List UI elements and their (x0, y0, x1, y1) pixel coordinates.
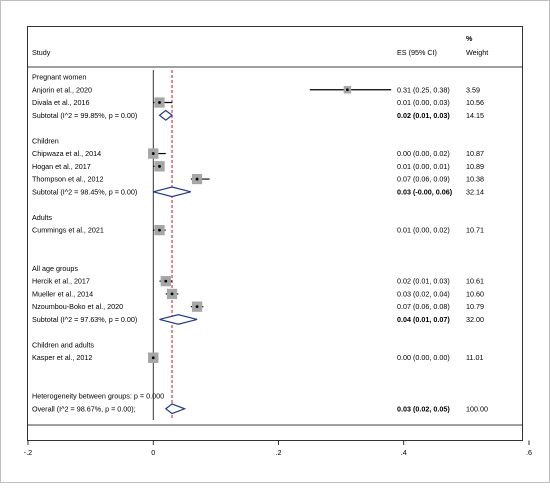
effect-size-text: 0.02 (0.01, 0.03) (397, 111, 450, 120)
study-label: Thompson et al., 2012 (32, 175, 104, 184)
point-estimate (158, 101, 161, 104)
subtotal-label: Subtotal (I^2 = 98.45%, p = 0.00) (32, 187, 137, 196)
weight-text: 32.00 (466, 315, 484, 324)
forest-rows: Pregnant women Anjorin et al., 2020 0.31 (… (32, 73, 488, 415)
effect-size-text: 0.01 (0.00, 0.03) (397, 98, 450, 107)
group-label: Pregnant women (32, 73, 86, 82)
plot-frame (27, 26, 523, 441)
study-label: Hogan et al., 2017 (32, 162, 91, 171)
effect-size-text: 0.00 (0.00, 0.02) (397, 149, 450, 158)
effect-size-text: 0.07 (0.06, 0.08) (397, 302, 450, 311)
weight-text: 10.79 (466, 302, 484, 311)
weight-text: 14.15 (466, 111, 484, 120)
header-weight: Weight (466, 48, 488, 57)
note-label: Heterogeneity between groups: p = 0.000 (32, 392, 164, 401)
study-label: Nzoumbou-Boko et al., 2020 (32, 302, 123, 311)
effect-size-text: 0.00 (0.00, 0.00) (397, 353, 450, 362)
header-weight-pct: % (466, 34, 473, 43)
point-estimate (195, 305, 199, 309)
point-estimate (151, 356, 155, 360)
effect-size-text: 0.03 (0.02, 0.05) (397, 404, 450, 413)
study-label: Divala et al., 2016 (32, 98, 90, 107)
pooled-diamond (153, 186, 191, 198)
pooled-diamond (158, 109, 174, 121)
effect-size-text: 0.01 (0.00, 0.01) (397, 162, 450, 171)
pooled-diamond (159, 314, 198, 325)
group-label: Children (32, 136, 59, 145)
study-label: Cummings et al., 2021 (32, 226, 104, 235)
weight-text: 10.38 (466, 175, 484, 184)
point-estimate (164, 279, 168, 283)
x-axis: -.2 0 .2 .4 .6 (24, 440, 532, 457)
study-label: Anjorin et al., 2020 (32, 85, 92, 94)
point-estimate (158, 228, 161, 232)
effect-size-text: 0.31 (0.25, 0.38) (397, 85, 450, 94)
point-estimate (151, 152, 155, 155)
group-label: Children and adults (32, 340, 94, 349)
study-label: Kasper et al., 2012 (32, 353, 92, 362)
effect-size-text: 0.02 (0.01, 0.03) (397, 277, 450, 286)
study-label: Hercik et al., 2017 (32, 277, 90, 286)
weight-text: 10.60 (466, 289, 484, 298)
weight-text: 10.87 (466, 149, 484, 158)
point-estimate (170, 292, 174, 296)
group-label: Adults (32, 213, 52, 222)
overall-label: Overall (I^2 = 98.67%, p = 0.00); (32, 404, 136, 413)
effect-size-text: 0.04 (0.01, 0.07) (397, 315, 450, 324)
effect-size-text: 0.03 (0.02, 0.04) (397, 289, 450, 298)
point-estimate (345, 88, 349, 92)
weight-text: 3.59 (466, 85, 480, 94)
point-estimate (195, 177, 199, 181)
weight-text: 100.00 (466, 404, 488, 413)
subtotal-label: Subtotal (I^2 = 99.85%, p = 0.00) (32, 111, 137, 120)
study-label: Mueller et al., 2014 (32, 289, 93, 298)
weight-text: 32.14 (466, 187, 484, 196)
header-study: Study (32, 48, 51, 57)
subtotal-label: Subtotal (I^2 = 97.63%, p = 0.00) (32, 315, 137, 324)
group-label: All age groups (32, 264, 78, 273)
header-es: ES (95% CI) (397, 48, 437, 57)
weight-text: 10.89 (466, 162, 484, 171)
effect-size-text: 0.07 (0.06, 0.09) (397, 175, 450, 184)
study-label: Chipwaza et al., 2014 (32, 149, 101, 158)
x-tick-label: .6 (526, 448, 532, 457)
point-estimate (158, 164, 161, 168)
effect-size-text: 0.03 (-0.00, 0.06) (397, 187, 453, 196)
x-tick-label: .4 (401, 448, 407, 457)
effect-size-text: 0.01 (0.00, 0.02) (397, 226, 450, 235)
x-tick-label: 0 (151, 448, 155, 457)
weight-text: 10.56 (466, 98, 484, 107)
weight-text: 11.01 (466, 353, 483, 362)
x-tick-label: .2 (276, 448, 282, 457)
x-tick-label: -.2 (24, 448, 32, 457)
pooled-diamond (164, 403, 187, 415)
weight-text: 10.71 (466, 226, 484, 235)
weight-text: 10.61 (466, 277, 484, 286)
